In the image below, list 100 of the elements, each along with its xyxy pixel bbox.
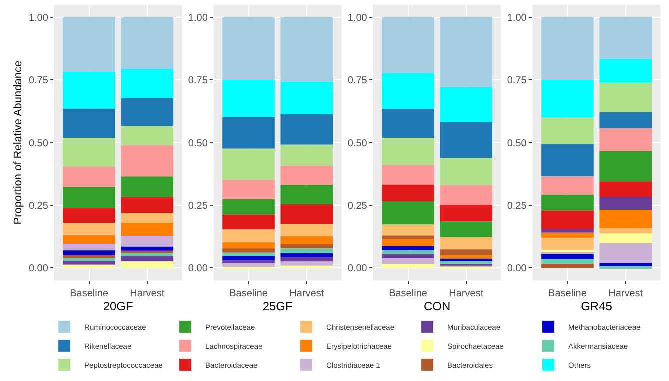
bar: [600, 182, 652, 198]
bar: [121, 236, 174, 247]
bar: [63, 264, 116, 268]
bar: [222, 18, 275, 80]
bar: [63, 260, 116, 265]
bar: [382, 73, 434, 109]
bar: [440, 255, 493, 259]
bar: [542, 264, 594, 268]
bar: [600, 151, 652, 182]
bar: [600, 244, 652, 264]
bar: [382, 165, 434, 185]
bar: [382, 254, 434, 258]
x-axis-title: 20GF: [103, 300, 134, 314]
bar: [440, 158, 493, 186]
y-tick-label: 0.00: [188, 264, 208, 275]
bar: [280, 166, 334, 185]
bar: [63, 244, 116, 251]
bar: [542, 232, 594, 238]
bar: [222, 230, 275, 243]
bar: [121, 18, 174, 69]
bar: [222, 214, 275, 230]
bar: [222, 199, 275, 215]
y-tick-label: 0.75: [507, 76, 528, 87]
bar: [222, 256, 275, 261]
bar: [222, 117, 275, 149]
bar: [121, 126, 174, 146]
bar: [121, 176, 174, 198]
bar: [382, 224, 434, 236]
y-tick-label: 0.00: [507, 264, 528, 275]
bar: [542, 229, 594, 233]
bar: [600, 234, 652, 244]
bar: [121, 256, 174, 262]
y-tick-label: 0.50: [28, 138, 49, 150]
bar: [382, 239, 434, 246]
bar: [542, 194, 594, 211]
bar: [440, 222, 493, 238]
x-tick-label: Harvest: [290, 288, 324, 300]
bar: [280, 257, 334, 262]
bar: [280, 236, 334, 245]
bar: [542, 238, 594, 250]
y-tick-label: 1.00: [188, 13, 208, 24]
y-tick-label: 1.00: [348, 13, 368, 24]
bar: [600, 266, 652, 269]
bar: [222, 80, 275, 118]
bar: [63, 166, 116, 188]
bar: [440, 122, 493, 158]
bar: [222, 242, 275, 249]
bar: [280, 253, 334, 258]
bar: [121, 253, 174, 256]
bar: [382, 258, 434, 264]
bar: [63, 223, 116, 236]
bar: [63, 138, 116, 167]
bar: [280, 82, 334, 115]
bar: [63, 18, 116, 72]
bar: [280, 144, 334, 166]
bar: [382, 246, 434, 251]
bar: [440, 258, 493, 262]
bar: [600, 228, 652, 234]
bar: [280, 262, 334, 266]
bar: [600, 210, 652, 228]
x-axis-title: 25GF: [262, 300, 293, 314]
bar: [121, 262, 174, 268]
bar: [382, 264, 434, 268]
bar: [121, 68, 174, 98]
x-tick-label: Baseline: [70, 288, 109, 300]
bar: [600, 82, 652, 112]
y-tick-label: 0.75: [188, 76, 208, 87]
x-tick-label: Harvest: [449, 288, 484, 300]
bar: [121, 212, 174, 224]
bar: [382, 250, 434, 254]
bar: [222, 180, 275, 200]
x-axis-title: GR45: [581, 300, 613, 314]
y-tick-label: 0.50: [348, 138, 368, 150]
bar: [222, 263, 275, 268]
bar: [121, 145, 174, 177]
bar: [63, 250, 116, 256]
y-tick-label: 0.00: [348, 264, 368, 275]
bar: [440, 18, 493, 88]
y-tick-label: 0.25: [348, 200, 368, 212]
y-axis-title: Proportion of Relative Abundance: [12, 60, 25, 225]
x-axis-title: CON: [424, 300, 451, 314]
bar: [542, 210, 594, 230]
bar: [542, 176, 594, 195]
bar: [382, 236, 434, 240]
y-tick-label: 0.75: [28, 76, 49, 87]
bar: [440, 185, 493, 205]
x-tick-label: Harvest: [130, 288, 165, 300]
x-tick-label: Baseline: [548, 288, 588, 300]
bar: [121, 197, 174, 213]
bar: [222, 148, 275, 180]
bar: [121, 246, 174, 251]
bar: [542, 80, 594, 118]
bar: [63, 208, 116, 224]
bar: [63, 236, 116, 244]
bar: [600, 128, 652, 152]
bar: [382, 18, 434, 74]
bar: [280, 18, 334, 82]
bar: [280, 184, 334, 204]
y-tick-label: 0.50: [188, 138, 208, 150]
bar: [222, 248, 275, 253]
